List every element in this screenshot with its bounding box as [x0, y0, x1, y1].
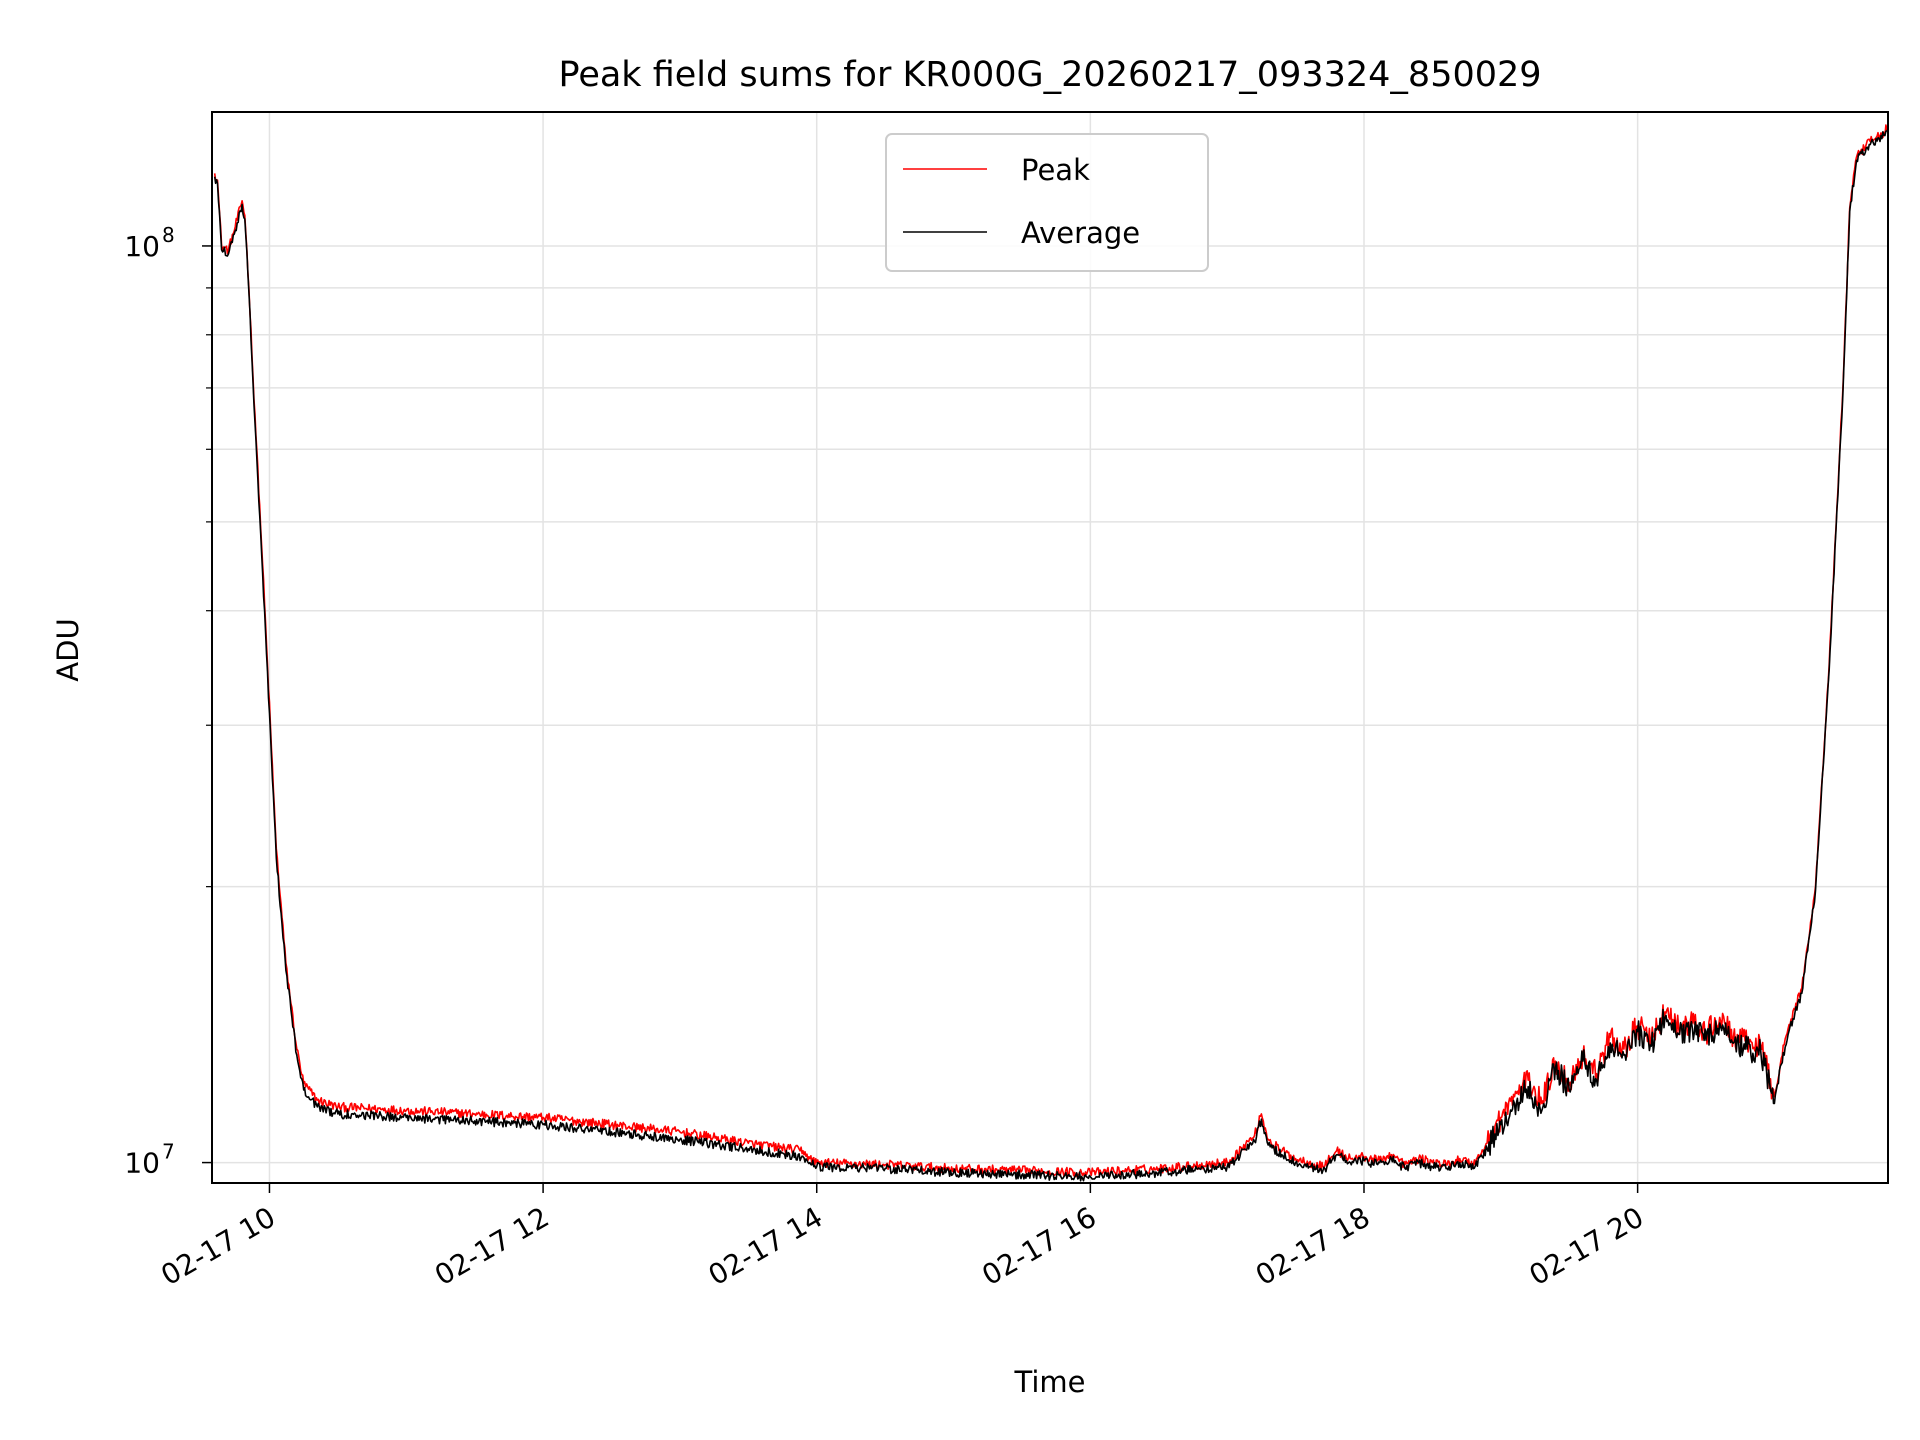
y-tick-exponent: 8: [162, 223, 175, 247]
legend: Peak Average: [885, 133, 1209, 272]
chart-title: Peak field sums for KR000G_20260217_0933…: [558, 55, 1541, 95]
y-axis-label: ADU: [51, 618, 85, 681]
x-axis-label: Time: [1014, 1365, 1086, 1399]
series-line-average: [213, 128, 1888, 1182]
series-lines: [213, 124, 1888, 1182]
y-tick-label: 10: [124, 1147, 160, 1180]
y-tick-base: 10: [124, 230, 160, 263]
y-tick-label: 10: [124, 230, 160, 263]
plot-frame: [211, 111, 1889, 1184]
legend-peak-label: Peak: [1021, 153, 1090, 187]
y-tick-base: 10: [124, 1147, 160, 1180]
y-tick-exponent: 7: [162, 1140, 175, 1164]
grid: [212, 112, 1888, 1183]
legend-average-label: Average: [1021, 216, 1140, 250]
